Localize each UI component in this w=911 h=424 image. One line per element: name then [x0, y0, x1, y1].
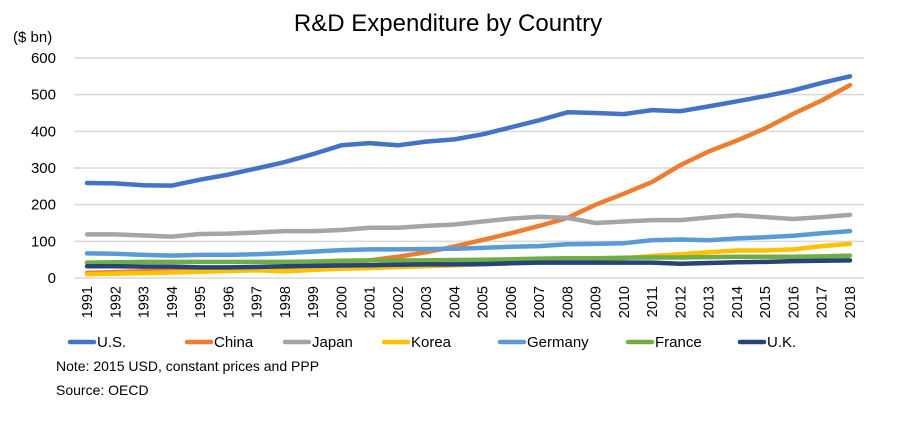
x-tick-label: 1994 [165, 286, 181, 318]
y-tick-label: 200 [31, 197, 56, 214]
x-tick-label: 1999 [306, 286, 322, 318]
x-tick-label: 1992 [108, 286, 124, 318]
x-tick-label: 2004 [447, 286, 463, 318]
x-tick-label: 2002 [391, 286, 407, 318]
x-tick-label: 2006 [504, 286, 520, 318]
legend-item: U.K. [737, 334, 796, 351]
y-tick-label: 100 [31, 233, 56, 250]
x-tick-label: 2000 [334, 286, 350, 318]
legend-label: Germany [527, 334, 589, 351]
note-text: Note: 2015 USD, constant prices and PPP [56, 358, 320, 374]
legend: U.S. China Japan Korea Germany France U.K. [67, 334, 796, 351]
y-axis-ticks: 0 100 200 300 400 500 600 [31, 50, 56, 287]
series-line-france [84, 253, 853, 265]
x-axis-ticks: 1991 1992 1993 1994 1995 1996 1997 1998 1999 2000… [80, 286, 859, 318]
legend-label: Korea [411, 334, 452, 351]
x-tick-label: 1998 [278, 286, 294, 318]
x-tick-label: 2011 [645, 286, 661, 317]
legend-label: France [655, 334, 702, 351]
source-text: Source: OECD [56, 382, 149, 398]
x-tick-label: 2003 [419, 286, 435, 318]
x-tick-label: 2014 [730, 286, 746, 318]
y-tick-label: 600 [31, 50, 56, 67]
x-tick-label: 2009 [589, 286, 605, 318]
x-tick-label: 2018 [843, 286, 859, 318]
x-tick-label: 1995 [193, 286, 209, 318]
x-tick-label: 2007 [532, 286, 548, 318]
x-tick-label: 2015 [758, 286, 774, 318]
legend-label: U.S. [97, 334, 126, 351]
legend-item: China [184, 334, 254, 351]
x-tick-label: 2001 [363, 286, 379, 318]
legend-item: France [625, 334, 702, 351]
x-tick-label: 1991 [80, 286, 96, 318]
y-tick-label: 500 [31, 87, 56, 104]
y-tick-label: 400 [31, 123, 56, 140]
series-line-uk [84, 258, 853, 270]
x-tick-label: 2016 [786, 286, 802, 318]
x-tick-label: 2012 [673, 286, 689, 318]
chart-title: R&D Expenditure by Country [294, 10, 602, 37]
legend-label: Japan [312, 334, 353, 351]
x-tick-label: 1997 [250, 286, 266, 318]
x-tick-label: 1996 [221, 286, 237, 318]
legend-label: China [214, 334, 254, 351]
legend-item: Germany [497, 334, 589, 351]
x-tick-label: 2017 [815, 286, 831, 318]
series-line-japan [84, 212, 853, 239]
legend-item: Japan [282, 334, 353, 351]
series-lines [84, 74, 853, 277]
y-axis-unit-label: ($ bn) [13, 29, 52, 46]
legend-item: U.S. [67, 334, 126, 351]
legend-item: Korea [381, 334, 452, 351]
legend-label: U.K. [767, 334, 796, 351]
y-tick-label: 0 [48, 270, 56, 287]
x-tick-label: 2008 [560, 286, 576, 318]
x-tick-label: 2010 [617, 286, 633, 318]
y-tick-label: 300 [31, 160, 56, 177]
x-tick-label: 1993 [137, 286, 153, 318]
x-tick-label: 2013 [702, 286, 718, 318]
series-line-us [84, 74, 853, 188]
series-line-germany [84, 228, 853, 258]
x-tick-label: 2005 [476, 286, 492, 318]
